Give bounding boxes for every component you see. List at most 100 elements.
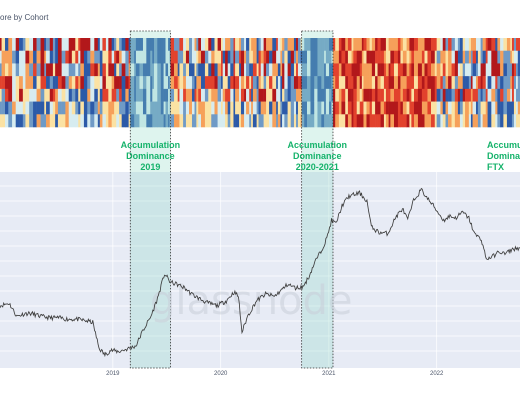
heatmap-cell (55, 63, 59, 77)
heatmap-cell (174, 38, 179, 52)
heatmap-cell (465, 101, 470, 115)
heatmap-cell (325, 101, 330, 115)
heatmap-cell (191, 76, 195, 90)
heatmap-cell (135, 114, 140, 128)
heatmap-cell (388, 50, 391, 64)
heatmap-cell (380, 101, 385, 115)
heatmap-cell (317, 101, 322, 115)
heatmap-cell (114, 76, 117, 90)
heatmap-cell (293, 88, 297, 102)
heatmap-cell (475, 114, 479, 128)
heatmap-cell (121, 114, 126, 128)
heatmap-cell (363, 114, 367, 128)
heatmap-cell (168, 101, 171, 115)
heatmap-cell (189, 50, 193, 64)
heatmap-cell (511, 114, 515, 128)
heatmap-cell (134, 63, 137, 77)
heatmap-cell (495, 114, 498, 128)
heatmap-cell (480, 101, 483, 115)
heatmap-cell (324, 50, 327, 64)
heatmap-cell (168, 114, 171, 128)
heatmap-cell (263, 88, 267, 102)
heatmap-cell (487, 63, 492, 77)
heatmap-cell (448, 76, 452, 90)
heatmap-cell (335, 88, 340, 102)
heatmap-cell (482, 50, 487, 64)
heatmap-cell (256, 38, 259, 52)
heatmap-cell (142, 38, 147, 52)
heatmap-cell (454, 76, 459, 90)
heatmap-cell (154, 50, 158, 64)
heatmap-cell (225, 114, 229, 128)
heatmap-cell (211, 88, 215, 102)
heatmap-cell (249, 50, 252, 64)
heatmap-cell (470, 38, 473, 52)
heatmap-cell (324, 114, 327, 128)
heatmap-cell (142, 114, 147, 128)
x-tick-label: 2019 (106, 371, 120, 377)
heatmap-cell (134, 76, 137, 90)
heatmap-cell (513, 88, 517, 102)
heatmap-cell (297, 63, 301, 77)
heatmap-cell (462, 88, 466, 102)
heatmap-cell (119, 50, 122, 64)
heatmap-cell (196, 38, 199, 52)
heatmap-cell (25, 88, 30, 102)
heatmap-cell (87, 63, 91, 77)
heatmap-cell (290, 50, 295, 64)
heatmap-cell (462, 101, 466, 115)
heatmap-cell (152, 50, 155, 64)
heatmap-cell (497, 63, 501, 77)
heatmap-cell (146, 101, 151, 115)
heatmap-cell (97, 101, 101, 115)
heatmap-cell (321, 101, 325, 115)
heatmap-cell (52, 101, 56, 115)
heatmap-cell (57, 88, 62, 102)
heatmap-cell (163, 114, 166, 128)
heatmap-cell (108, 63, 112, 77)
heatmap-cell (19, 101, 24, 115)
heatmap-cell (108, 50, 112, 64)
heatmap-cell (256, 101, 259, 115)
heatmap-cell (353, 101, 358, 115)
heatmap-cell (71, 50, 76, 64)
heatmap-cell (204, 114, 209, 128)
heatmap-cell (246, 38, 250, 52)
heatmap-cell (345, 114, 349, 128)
heatmap-cell (65, 101, 70, 115)
heatmap-cell (338, 38, 342, 52)
heatmap-cell (174, 114, 179, 128)
heatmap-cell (272, 101, 277, 115)
heatmap-cell (221, 76, 224, 90)
heatmap-cell (19, 88, 24, 102)
heatmap-cell (142, 88, 147, 102)
heatmap-cell (451, 63, 456, 77)
heatmap-cell (251, 63, 254, 77)
heatmap-cell (516, 101, 519, 115)
heatmap-cell (258, 38, 262, 52)
heatmap-cell (8, 50, 13, 64)
heatmap-cell (345, 88, 349, 102)
heatmap-cell (204, 38, 209, 52)
heatmap-cell (400, 101, 404, 115)
heatmap-cell (276, 76, 279, 90)
heatmap-cell (272, 114, 277, 128)
heatmap-cell (310, 50, 315, 64)
heatmap-cell (287, 50, 292, 64)
heatmap-cell (380, 114, 385, 128)
heatmap-cell (198, 63, 202, 77)
heatmap-cell (506, 38, 511, 52)
heatmap-cell (500, 101, 504, 115)
highlight-band (301, 30, 334, 369)
heatmap-cell (442, 38, 446, 52)
heatmap-cell (377, 88, 381, 102)
heatmap-cell (375, 63, 378, 77)
heatmap-cell (434, 63, 437, 77)
heatmap-cell (201, 101, 206, 115)
heatmap-cell (214, 114, 218, 128)
heatmap-cell (177, 63, 180, 77)
heatmap-cell (321, 38, 325, 52)
heatmap-cell (49, 63, 54, 77)
annotation-label: Accumulation (288, 140, 348, 150)
heatmap-cell (177, 114, 180, 128)
